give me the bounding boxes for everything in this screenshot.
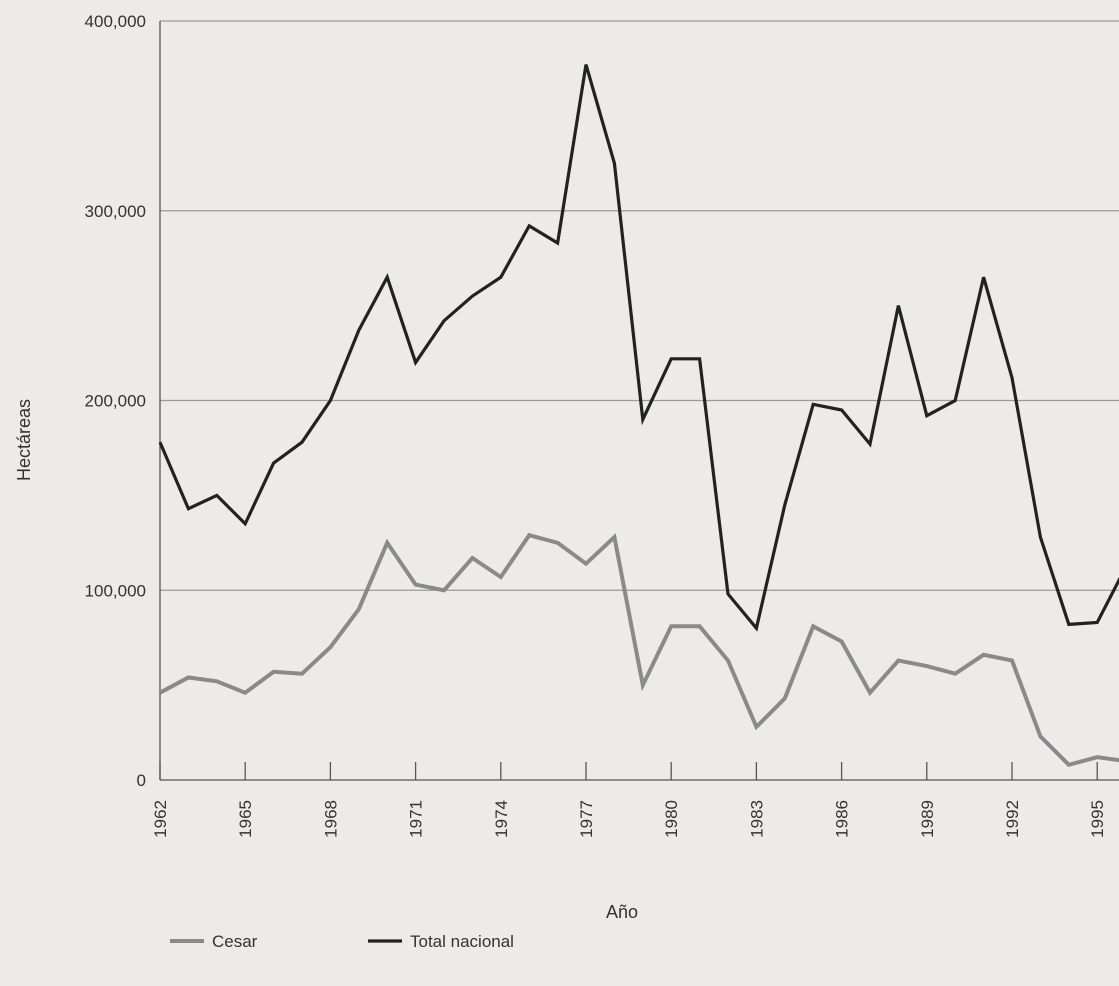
x-tick-label: 1974 [492,800,511,838]
x-tick-label: 1986 [833,800,852,838]
x-tick-label: 1962 [151,800,170,838]
x-tick-label: 1971 [407,800,426,838]
x-tick-label: 1989 [918,800,937,838]
series-group [158,64,1119,768]
legend-label: Total nacional [410,932,514,951]
y-tick-label: 200,000 [85,392,146,411]
series-line-cesar [159,532,1119,768]
x-tick-label: 1980 [662,800,681,838]
x-tick-label: 1968 [321,800,340,838]
x-axis: 1962 1965 1968 1971 1974 1977 1980 1983 1986 1989… [151,762,1107,838]
y-axis-ticks: 0 100,000 200,000 300,000 400,000 [85,12,146,790]
x-tick-label: 1965 [236,800,255,838]
y-tick-label: 0 [137,771,146,790]
y-tick-label: 400,000 [85,12,146,31]
x-axis-title: Año [606,902,638,922]
y-tick-label: 100,000 [85,581,146,600]
x-tick-label: 1992 [1003,800,1022,838]
x-tick-label: 1977 [577,800,596,838]
y-axis-title: Hectáreas [14,399,34,481]
x-tick-label: 1995 [1088,800,1107,838]
y-tick-label: 300,000 [85,202,146,221]
legend: Cesar Total nacional [170,932,514,951]
legend-label: Cesar [212,932,258,951]
series-line-total-nacional [158,64,1119,632]
x-tick-label: 1983 [747,800,766,838]
